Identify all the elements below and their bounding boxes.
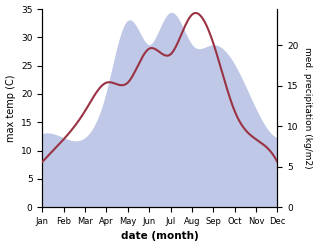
Y-axis label: max temp (C): max temp (C) — [5, 74, 16, 142]
Y-axis label: med. precipitation (kg/m2): med. precipitation (kg/m2) — [303, 47, 313, 169]
X-axis label: date (month): date (month) — [121, 231, 199, 242]
